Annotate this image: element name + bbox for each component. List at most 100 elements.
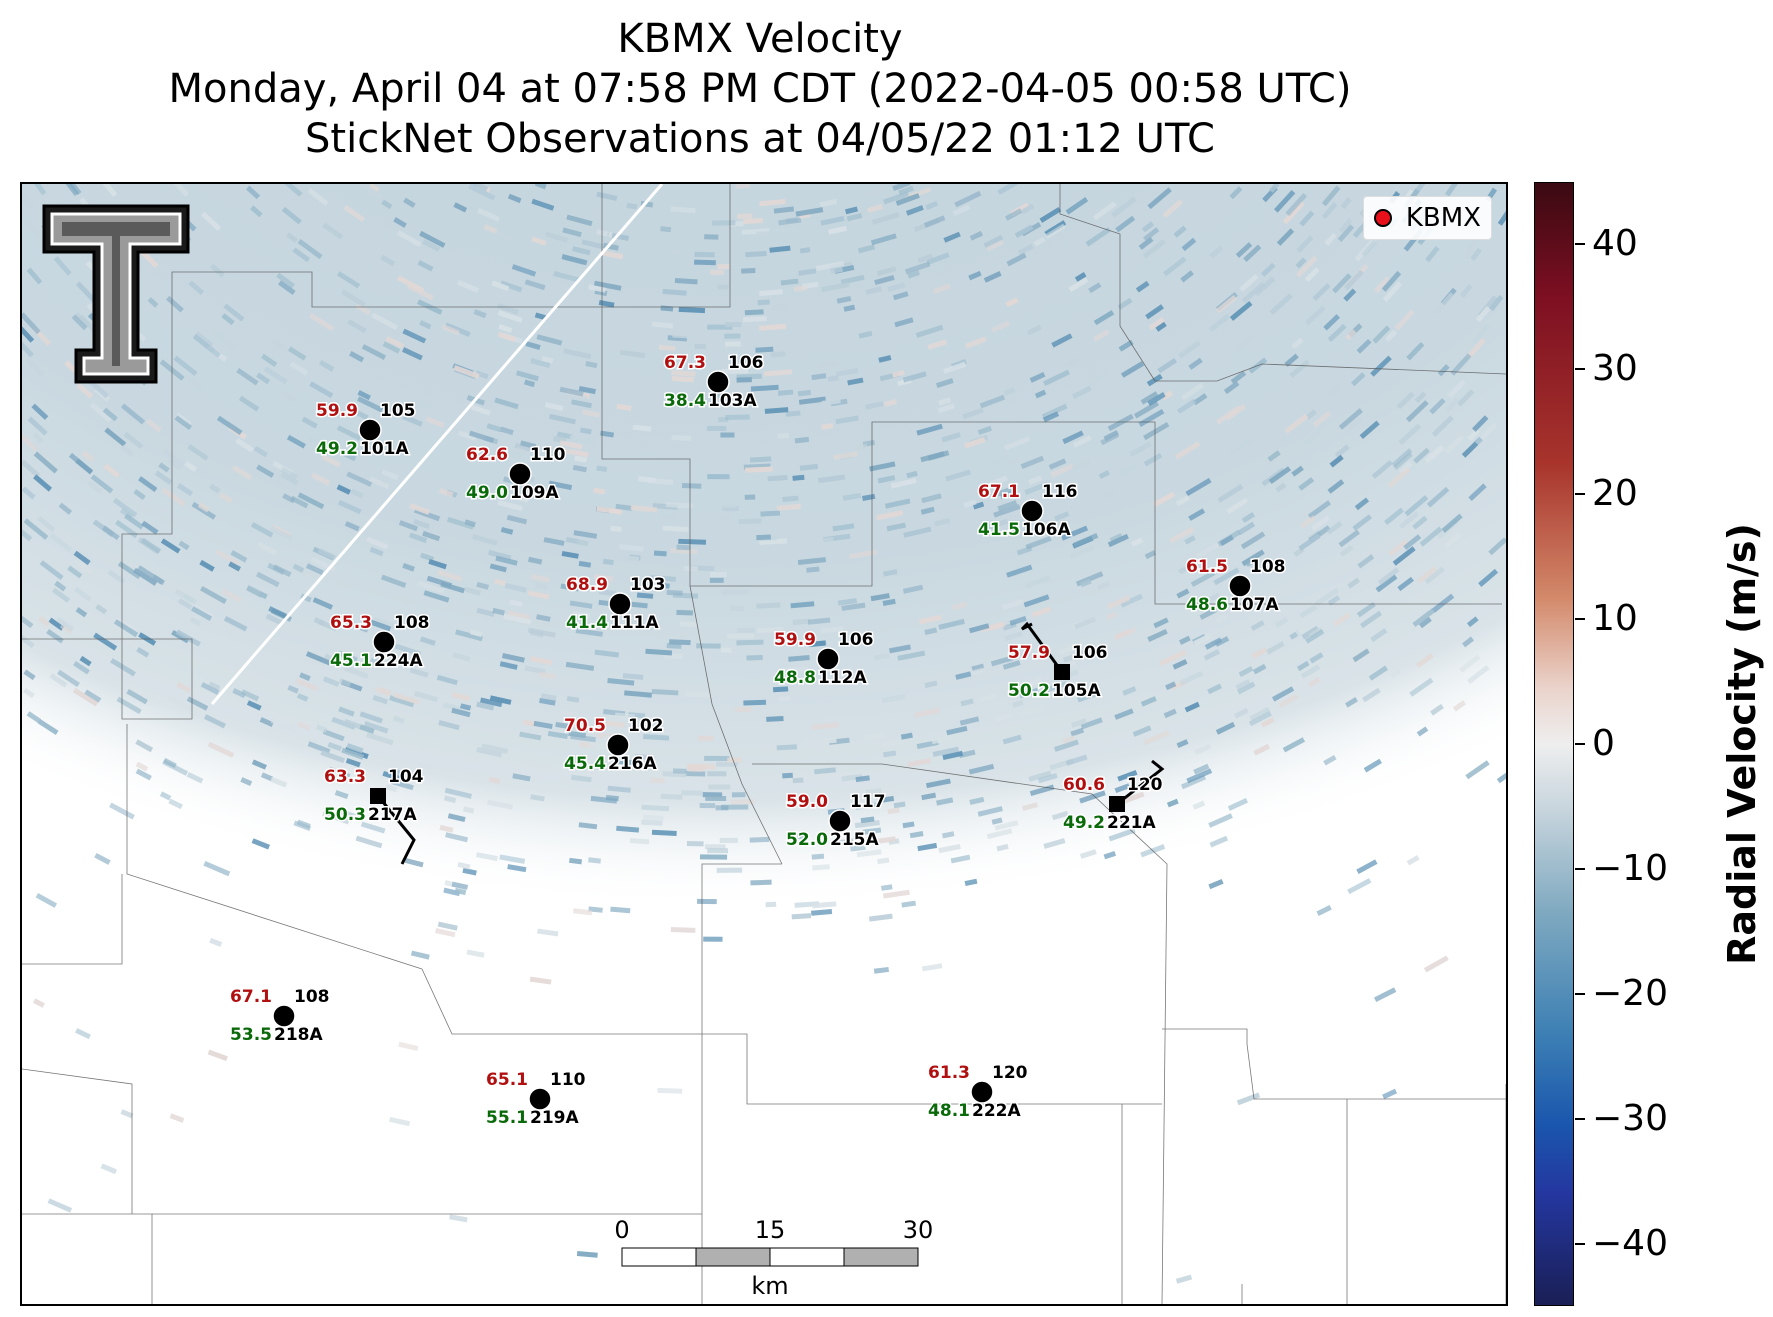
station-id: 110: [550, 1070, 586, 1090]
station-111A[interactable]: 68.9 103 41.4 111A: [565, 574, 667, 635]
station-217A[interactable]: 63.3 104 50.3 217A: [323, 766, 425, 865]
station-218A[interactable]: 67.1 108 53.5 218A: [229, 986, 331, 1047]
station-wind-value: 48.6: [1186, 595, 1228, 615]
scale-label-0: 0: [614, 1216, 629, 1244]
station-107A[interactable]: 61.5 108 48.6 107A: [1185, 556, 1287, 617]
station-gust-value: 61.3: [928, 1063, 970, 1083]
station-gust-value: 65.1: [486, 1070, 528, 1090]
station-id: 106: [1072, 643, 1108, 663]
station-marker-icon: [372, 630, 396, 654]
kbmx-marker-icon: [1373, 209, 1392, 227]
station-gust-value: 60.6: [1063, 775, 1105, 795]
colorbar-title: Radial Velocity (m/s): [1720, 523, 1764, 965]
station-id: 108: [294, 987, 330, 1007]
station-id: 120: [1127, 775, 1163, 795]
station-marker-icon: [1054, 664, 1070, 680]
station-probe-id: 216A: [608, 754, 657, 774]
station-probe-id: 103A: [708, 391, 757, 411]
colorbar-tick-label: −20: [1592, 972, 1668, 1014]
velocity-field: [22, 184, 1506, 1304]
colorbar-tick: [1575, 867, 1585, 870]
station-marker-icon: [358, 418, 382, 442]
station-probe-id: 111A: [610, 613, 659, 633]
station-id: 116: [1042, 482, 1078, 502]
legend-label: KBMX: [1405, 203, 1481, 233]
station-probe-id: 217A: [368, 805, 417, 825]
station-marker-icon: [1109, 796, 1125, 812]
station-marker-icon: [1020, 499, 1044, 523]
station-101A[interactable]: 59.9 105 49.2 101A: [315, 400, 417, 461]
colorbar-tick-label: 40: [1592, 223, 1638, 265]
station-marker-icon: [816, 647, 840, 671]
station-probe-id: 101A: [360, 439, 409, 459]
station-219A[interactable]: 65.1 110 55.1 219A: [485, 1069, 588, 1130]
station-id: 102: [628, 716, 664, 736]
station-marker-icon: [606, 733, 630, 757]
station-marker-icon: [706, 370, 730, 394]
wind-barb-icon: [376, 795, 416, 865]
scale-label-15: 15: [755, 1216, 786, 1244]
station-gust-value: 67.1: [978, 482, 1020, 502]
station-id: 108: [1250, 557, 1286, 577]
station-wind-value: 48.1: [928, 1101, 970, 1121]
colorbar-tick-label: 20: [1592, 473, 1638, 515]
station-gust-value: 67.1: [230, 987, 272, 1007]
colorbar-tick-label: −40: [1592, 1222, 1668, 1264]
colorbar: [1534, 182, 1574, 1306]
station-216A[interactable]: 70.5 102 45.4 216A: [563, 715, 665, 776]
station-221A[interactable]: 60.6 120 49.2 221A: [1062, 759, 1165, 835]
colorbar-tick-label: 0: [1592, 723, 1615, 764]
colorbar-tick-label: 30: [1592, 348, 1638, 390]
station-wind-value: 50.2: [1008, 681, 1050, 701]
station-105A[interactable]: 57.9 106 50.2 105A: [1007, 621, 1109, 703]
station-106A[interactable]: 67.1 116 41.5 106A: [977, 481, 1079, 542]
station-probe-id: 215A: [830, 830, 879, 850]
station-gust-value: 57.9: [1008, 643, 1050, 663]
station-222A[interactable]: 61.3 120 48.1 222A: [927, 1062, 1030, 1123]
station-probe-id: 107A: [1230, 595, 1279, 615]
station-id: 105: [380, 401, 416, 421]
map-title: KBMX Velocity: [617, 16, 903, 62]
colorbar-tick: [1575, 743, 1585, 745]
station-wind-value: 41.4: [566, 613, 608, 633]
station-103A[interactable]: 67.3 106 38.4 103A: [663, 352, 765, 413]
radar-map[interactable]: 67.3 106 38.4 103A 59.9 105 49.2 101A 62.6 110 49.…: [20, 182, 1508, 1306]
station-id: 106: [838, 630, 874, 650]
station-wind-value: 52.0: [786, 830, 828, 850]
station-probe-id: 105A: [1052, 681, 1101, 701]
station-marker-icon: [608, 592, 632, 616]
station-gust-value: 59.9: [316, 401, 358, 421]
colorbar-tick: [1575, 493, 1585, 496]
colorbar-tick: [1575, 618, 1585, 621]
colorbar-tick: [1575, 243, 1585, 246]
county-boundaries: [22, 184, 1506, 1304]
colorbar-tick: [1575, 1242, 1585, 1245]
station-gust-value: 62.6: [466, 445, 508, 465]
station-wind-value: 53.5: [230, 1025, 272, 1045]
station-gust-value: 59.9: [774, 630, 816, 650]
station-112A[interactable]: 59.9 106 48.8 112A: [773, 629, 875, 690]
colorbar-tick-label: −10: [1592, 847, 1668, 889]
legend: KBMX: [1362, 196, 1492, 240]
colorbar-tick-label: 10: [1592, 598, 1638, 640]
station-id: 108: [394, 613, 430, 633]
station-wind-value: 45.4: [564, 754, 606, 774]
station-wind-value: 38.4: [664, 391, 706, 411]
colorbar-tick: [1575, 992, 1585, 995]
station-224A[interactable]: 65.3 108 45.1 224A: [329, 612, 431, 673]
station-wind-value: 49.2: [316, 439, 358, 459]
station-109A[interactable]: 62.6 110 49.0 109A: [465, 444, 568, 505]
station-probe-id: 112A: [818, 668, 867, 688]
station-probe-id: 222A: [972, 1101, 1021, 1121]
scale-bar: 0 15 30 km: [614, 1216, 933, 1300]
station-gust-value: 68.9: [566, 575, 608, 595]
station-probe-id: 218A: [274, 1025, 323, 1045]
station-probe-id: 109A: [510, 483, 559, 503]
station-probe-id: 219A: [530, 1108, 579, 1128]
station-wind-value: 49.0: [466, 483, 508, 503]
station-wind-value: 41.5: [978, 520, 1020, 540]
station-215A[interactable]: 59.0 117 52.0 215A: [785, 791, 887, 852]
station-marker-icon: [970, 1080, 994, 1104]
